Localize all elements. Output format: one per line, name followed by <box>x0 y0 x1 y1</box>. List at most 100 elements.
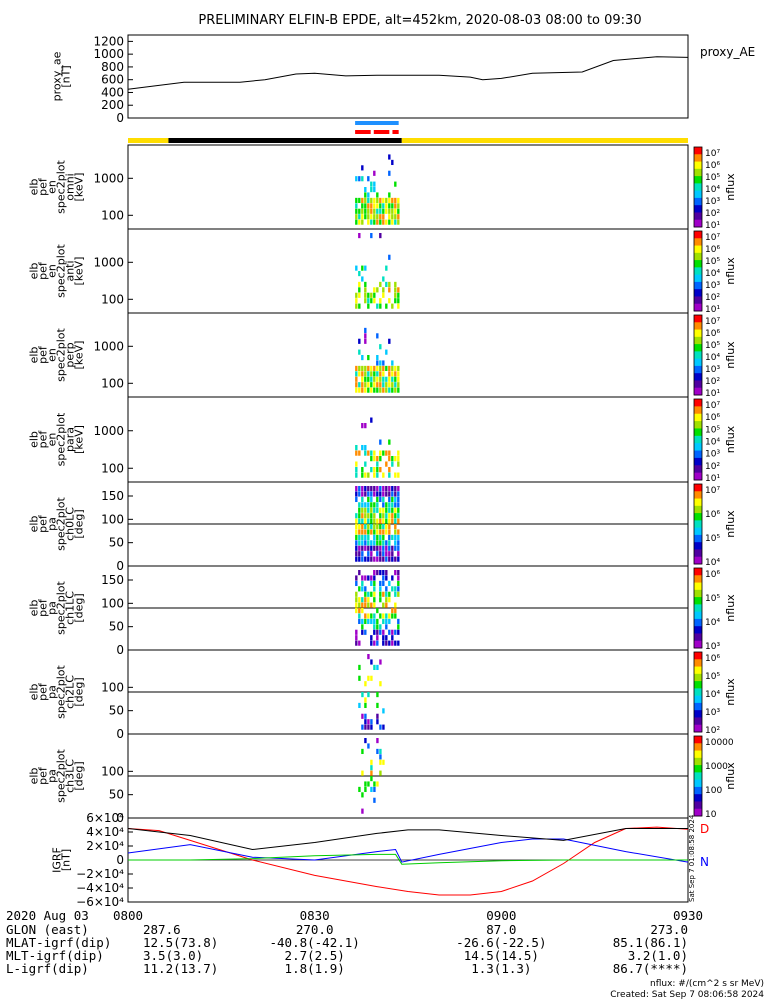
heatmap-cell <box>358 382 361 388</box>
heatmap-cell <box>379 681 382 687</box>
heatmap-cell <box>364 445 367 451</box>
heatmap-cell <box>361 486 364 492</box>
heatmap-cell <box>367 502 370 508</box>
heatmap-cell <box>364 333 367 339</box>
colorbar-swatch <box>694 681 702 689</box>
colorbar-tick-label: 10⁷ <box>705 233 720 243</box>
colorbar-swatch <box>694 765 702 773</box>
heatmap-cell <box>370 181 373 187</box>
heatmap-cell <box>388 214 391 220</box>
heatmap-cell <box>391 208 394 214</box>
heatmap-cell <box>385 551 388 557</box>
heatmap-cell <box>397 529 400 535</box>
heatmap-cell <box>376 360 379 366</box>
heatmap-cell <box>355 575 358 581</box>
y-tick-label: 150 <box>101 573 124 587</box>
heatmap-cell <box>379 486 382 492</box>
heatmap-cell <box>364 629 367 635</box>
heatmap-cell <box>367 197 370 204</box>
heatmap-cell <box>364 524 367 530</box>
heatmap-cell <box>370 786 373 793</box>
heatmap-cell <box>367 382 370 388</box>
heatmap-cell <box>379 203 382 209</box>
heatmap-cell <box>388 540 391 546</box>
heatmap-cell <box>388 524 391 530</box>
heatmap-cell <box>373 491 376 497</box>
heatmap-cell <box>388 496 391 503</box>
y-tick-label: 400 <box>101 85 124 99</box>
heatmap-cell <box>367 214 370 220</box>
heatmap-cell <box>367 618 370 625</box>
colorbar-tick-label: 10⁴ <box>705 353 720 363</box>
heatmap-cell <box>373 472 376 478</box>
spectrogram-en_omni-colorbar: 10⁷ 10⁶ 10⁵ 10⁴ 10³ 10² 10¹ nflux <box>693 146 737 231</box>
heatmap-cell <box>355 208 358 214</box>
y-tick-label: 0 <box>116 111 124 125</box>
heatmap-cell <box>373 365 376 372</box>
heatmap-cell <box>391 518 394 524</box>
heatmap-cell <box>370 502 373 508</box>
heatmap-cell <box>391 365 394 372</box>
ylabel-line: ch1LC <box>64 591 77 625</box>
colorbar-tick-label: 10² <box>705 209 720 219</box>
heatmap-cell <box>391 496 394 503</box>
heatmap-cell <box>382 287 385 293</box>
heatmap-cell <box>355 387 358 393</box>
y-tick-label: 600 <box>101 73 124 87</box>
ylabel-line: [nT] <box>60 849 73 871</box>
heatmap-cell <box>355 472 358 478</box>
heatmap-cell <box>379 518 382 524</box>
colorbar-swatch <box>694 611 702 620</box>
colorbar-tick-label: 10⁴ <box>705 269 720 279</box>
heatmap-cell <box>367 518 370 524</box>
y-tick-label: 100 <box>101 512 124 526</box>
heatmap-cell <box>376 214 379 220</box>
heatmap-cell <box>370 770 373 776</box>
heatmap-cell <box>376 456 379 462</box>
ylabel-line: spec2plot <box>55 665 68 719</box>
heatmap-cell <box>394 214 397 220</box>
y-tick-label: 50 <box>109 788 124 802</box>
y-tick-label: 100 <box>101 764 124 778</box>
heatmap-cell <box>388 287 391 293</box>
colorbar-swatch <box>694 513 702 521</box>
heatmap-cell <box>394 287 397 293</box>
heatmap-cell <box>355 597 358 603</box>
heatmap-cell <box>364 327 367 334</box>
heatmap-cell <box>379 551 382 557</box>
heatmap-cell <box>379 529 382 535</box>
heatmap-cell <box>388 365 391 372</box>
heatmap-cell <box>394 486 397 492</box>
heatmap-cell <box>379 513 382 519</box>
heatmap-cell <box>355 629 358 635</box>
heatmap-cell <box>370 376 373 382</box>
colorbar-swatch <box>694 520 702 529</box>
heatmap-cell <box>391 486 394 492</box>
heatmap-cell <box>370 219 373 225</box>
heatmap-cell <box>367 486 370 492</box>
heatmap-cell <box>376 529 379 535</box>
heatmap-cell <box>376 713 379 719</box>
colorbar-swatch <box>694 736 702 744</box>
colorbar-label: nflux <box>724 762 737 790</box>
spectrogram-pa_ch0LC-colorbar: 10⁷ 10⁶ 10⁵ 10⁴ nflux <box>693 483 737 568</box>
heatmap-cell <box>361 624 364 630</box>
colorbar-swatch <box>694 168 702 177</box>
heatmap-cell <box>382 214 385 220</box>
heatmap-cell <box>358 597 361 603</box>
heatmap-cell <box>382 292 385 298</box>
heatmap-cell <box>355 640 358 646</box>
heatmap-cell <box>358 287 361 293</box>
ylabel-line: pa <box>46 601 59 615</box>
heatmap-cell <box>355 303 358 309</box>
heatmap-cell <box>373 214 376 220</box>
science-zone-bar <box>355 130 371 134</box>
heatmap-cell <box>388 545 391 551</box>
heatmap-cell <box>397 219 400 225</box>
colorbar-tick-label: 10² <box>705 293 720 303</box>
heatmap-cell <box>382 371 385 377</box>
colorbar-swatch <box>694 387 702 396</box>
heatmap-cell <box>370 659 373 665</box>
heatmap-cell <box>361 692 364 698</box>
